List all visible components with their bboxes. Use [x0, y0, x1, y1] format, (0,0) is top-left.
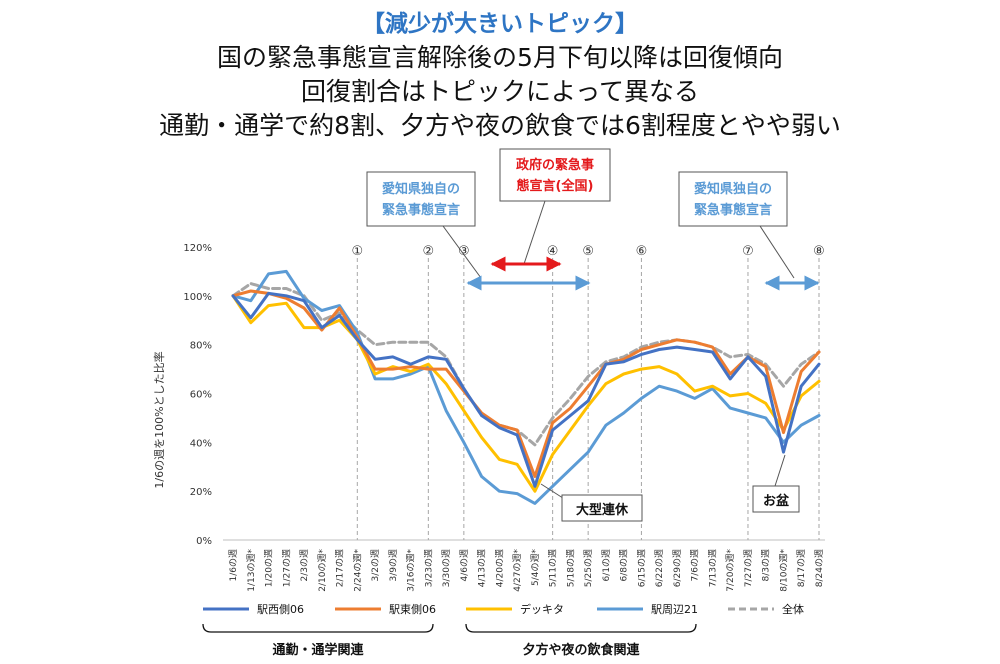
- x-tick-label: 5/25の週: [583, 549, 594, 587]
- x-tick-label: 8/10の週*: [778, 549, 789, 592]
- x-tick-label: 1/20の週: [264, 549, 275, 587]
- annotation-aichi-right-line2: 緊急事態宣言: [694, 202, 772, 218]
- annotation-national: 政府の緊急事 態宣言(全国): [499, 148, 611, 265]
- legend-label: 駅周辺21: [651, 603, 698, 616]
- annotation-obon-label: お盆: [763, 493, 790, 509]
- annotation-aichi-left-line1: 愛知県独自の: [382, 181, 460, 197]
- annotation-aichi-left: 愛知県独自の 緊急事態宣言: [366, 171, 482, 279]
- x-tick-label: 6/1の週: [601, 549, 612, 582]
- x-tick-label: 6/8の週: [619, 549, 630, 582]
- y-tick-label: 120%: [183, 243, 212, 254]
- series-line-2: [231, 294, 821, 493]
- x-tick-label: 5/18の週: [565, 549, 576, 587]
- x-tick-label: 3/9の週: [388, 549, 399, 582]
- x-tick-label: 6/29の週: [672, 549, 683, 587]
- group-dining: 夕方や夜の飲食関連: [465, 623, 697, 658]
- x-axis: 1/6の週 1/13の週* 1/20の週 1/27の週 2/3の週 2/10の週* 2/17…: [228, 549, 825, 592]
- x-tick-label: 6/22の週: [654, 549, 665, 587]
- group-dining-label: 夕方や夜の飲食関連: [522, 642, 640, 658]
- annotation-aichi-right-line1: 愛知県独自の: [694, 181, 772, 197]
- x-tick-label: 7/13の週: [707, 549, 718, 587]
- marker-label: ②: [423, 244, 435, 259]
- x-tick-label: 1/27の週: [281, 549, 292, 587]
- legend-label: 駅東側06: [389, 603, 436, 616]
- x-tick-label: 7/27の週: [743, 549, 754, 587]
- y-tick-label: 20%: [190, 487, 212, 498]
- marker-label: ①: [351, 244, 363, 259]
- x-tick-label: 3/23の週: [423, 549, 434, 587]
- marker-label: ③: [458, 244, 470, 259]
- x-tick-label: 4/6の週: [459, 549, 470, 582]
- marker-label: ④: [547, 244, 559, 259]
- annotation-national-line2: 態宣言(全国): [517, 178, 594, 194]
- y-tick-label: 60%: [190, 390, 212, 401]
- annotation-obon: お盆: [752, 454, 800, 513]
- x-tick-label: 4/20の週: [494, 549, 505, 587]
- annotation-aichi-right-pointer: [759, 225, 795, 279]
- x-tick-label: 7/20の週*: [725, 549, 736, 592]
- x-tick-label: 3/16の週*: [406, 549, 417, 592]
- x-tick-label: 8/17の週: [796, 549, 807, 587]
- annotation-aichi-left-pointer: [442, 225, 482, 279]
- x-tick-label: 1/6の週: [228, 549, 239, 582]
- x-tick-label: 1/13の週*: [246, 549, 257, 592]
- legend-label: デッキタ: [520, 602, 564, 616]
- x-tick-label: 3/30の週: [441, 549, 452, 587]
- series-line-1: [231, 289, 821, 478]
- header-line-3: 通勤・通学で約8割、夕方や夜の飲食では6割程度とやや弱い: [159, 111, 841, 140]
- header-line-2: 回復割合はトピックによって異なる: [300, 77, 699, 106]
- x-tick-label: 4/13の週: [477, 549, 488, 587]
- legend-label: 駅西側06: [257, 603, 304, 616]
- x-tick-label: 2/17の週: [335, 549, 346, 587]
- x-tick-label: 3/2の週: [370, 549, 381, 582]
- annotation-golden-week: 大型連休: [540, 483, 643, 522]
- annotation-national-line1: 政府の緊急事: [516, 157, 594, 173]
- series-line-0: [231, 291, 821, 488]
- x-tick-label: 7/6の週: [690, 549, 701, 582]
- annotation-aichi-left-line2: 緊急事態宣言: [382, 202, 460, 218]
- x-tick-label: 4/27の週*: [512, 549, 523, 592]
- series-line-4: [231, 282, 821, 447]
- group-commute-label: 通勤・通学関連: [272, 642, 364, 658]
- y-tick-label: 0%: [196, 536, 212, 547]
- header-line-1: 国の緊急事態宣言解除後の5月下旬以降は回復傾向: [217, 43, 783, 72]
- legend-label: 全体: [782, 602, 804, 616]
- annotation-aichi-right: 愛知県独自の 緊急事態宣言: [678, 171, 795, 279]
- data-series: [231, 269, 821, 505]
- x-tick-label: 5/4の週*: [530, 549, 541, 586]
- x-tick-label: 5/11の週: [548, 549, 559, 587]
- marker-label: ⑤: [582, 244, 594, 259]
- series-line-3: [231, 269, 821, 505]
- y-axis: 0% 20% 40% 60% 80% 100% 120%: [183, 243, 212, 547]
- x-tick-label: 2/10の週*: [317, 549, 328, 592]
- marker-label: ⑦: [742, 244, 754, 259]
- marker-label: ⑥: [636, 244, 648, 259]
- annotation-national-pointer: [523, 200, 546, 265]
- y-tick-label: 40%: [190, 438, 212, 449]
- y-tick-label: 80%: [190, 341, 212, 352]
- legend: 駅西側06 駅東側06 デッキタ 駅周辺21 全体: [203, 602, 804, 616]
- x-tick-label: 2/24の週*: [352, 549, 363, 592]
- header-tag: 【減少が大きいトピック】: [362, 11, 638, 37]
- group-commute: 通勤・通学関連: [202, 623, 434, 658]
- annotation-golden-week-label: 大型連休: [576, 502, 629, 518]
- x-tick-label: 6/15の週: [636, 549, 647, 587]
- x-tick-label: 2/3の週: [299, 549, 310, 582]
- marker-label: ⑧: [813, 244, 825, 259]
- y-tick-label: 100%: [183, 292, 212, 303]
- x-tick-label: 8/24の週: [814, 549, 825, 587]
- y-axis-label: 1/6の週を100%とした比率: [152, 351, 166, 488]
- x-tick-label: 8/3の週: [761, 549, 772, 582]
